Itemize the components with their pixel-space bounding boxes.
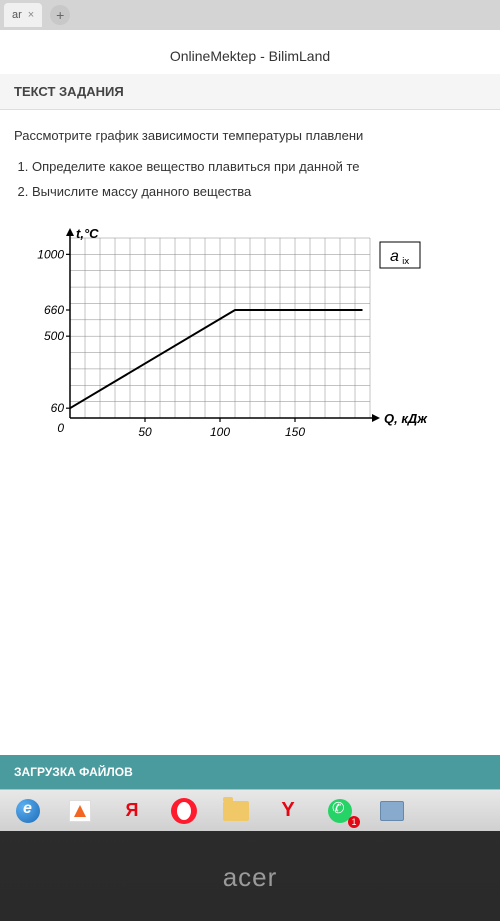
- svg-text:500: 500: [44, 330, 64, 344]
- browser-tab-bar: ar × +: [0, 0, 500, 30]
- notification-badge: 1: [348, 816, 360, 828]
- svg-text:0: 0: [57, 421, 64, 435]
- svg-text:1000: 1000: [37, 248, 64, 262]
- svg-text:660: 660: [44, 303, 64, 317]
- task-item: Вычислите массу данного вещества: [32, 182, 486, 203]
- task-list: Определите какое вещество плавиться при …: [14, 157, 486, 203]
- svg-text:a: a: [390, 248, 399, 265]
- taskbar-files[interactable]: [214, 794, 258, 828]
- task-item: Определите какое вещество плавиться при …: [32, 157, 486, 178]
- laptop-brand: acer: [223, 862, 278, 893]
- y-icon: Y: [281, 799, 294, 822]
- section-title: ТЕКСТ ЗАДАНИЯ: [0, 74, 500, 110]
- folder-icon: [223, 801, 249, 821]
- svg-text:50: 50: [138, 425, 152, 439]
- browser-tab[interactable]: ar ×: [4, 3, 42, 27]
- taskbar-origin[interactable]: [58, 794, 102, 828]
- laptop-frame: ar × + OnlineMektep - BilimLand ТЕКСТ ЗА…: [0, 0, 500, 921]
- task-body: Рассмотрите график зависимости температу…: [0, 110, 500, 472]
- taskbar-whatsapp[interactable]: 1: [318, 794, 362, 828]
- svg-text:100: 100: [210, 425, 230, 439]
- app-icon: [380, 801, 404, 821]
- taskbar: Я Y 1: [0, 789, 500, 831]
- melting-chart: t,°C Q, кДж aⅸ 1000 660 500 60 0 50 100 150: [14, 218, 486, 456]
- taskbar-y-browser[interactable]: Y: [266, 794, 310, 828]
- plus-icon: +: [56, 7, 64, 23]
- screen: ar × + OnlineMektep - BilimLand ТЕКСТ ЗА…: [0, 0, 500, 831]
- task-intro: Рассмотрите график зависимости температу…: [14, 126, 486, 147]
- tab-title: ar: [12, 9, 22, 21]
- upload-label: ЗАГРУЗКА ФАЙЛОВ: [14, 765, 133, 779]
- svg-text:150: 150: [285, 425, 305, 439]
- svg-text:ⅸ: ⅸ: [402, 256, 410, 266]
- page-content: OnlineMektep - BilimLand ТЕКСТ ЗАДАНИЯ Р…: [0, 30, 500, 789]
- yandex-icon: Я: [121, 800, 143, 822]
- taskbar-ie[interactable]: [6, 794, 50, 828]
- opera-icon: [171, 798, 197, 824]
- close-icon[interactable]: ×: [28, 9, 34, 21]
- svg-text:Q, кДж: Q, кДж: [384, 411, 428, 426]
- new-tab-button[interactable]: +: [50, 5, 70, 25]
- chart-svg: t,°C Q, кДж aⅸ 1000 660 500 60 0 50 100 150: [22, 226, 440, 448]
- svg-text:60: 60: [51, 402, 65, 416]
- upload-section[interactable]: ЗАГРУЗКА ФАЙЛОВ: [0, 755, 500, 789]
- taskbar-app[interactable]: [370, 794, 414, 828]
- taskbar-yandex[interactable]: Я: [110, 794, 154, 828]
- svg-text:t,°C: t,°C: [76, 226, 99, 241]
- ie-icon: [16, 799, 40, 823]
- taskbar-opera[interactable]: [162, 794, 206, 828]
- site-title: OnlineMektep - BilimLand: [0, 30, 500, 74]
- origin-icon: [69, 800, 91, 822]
